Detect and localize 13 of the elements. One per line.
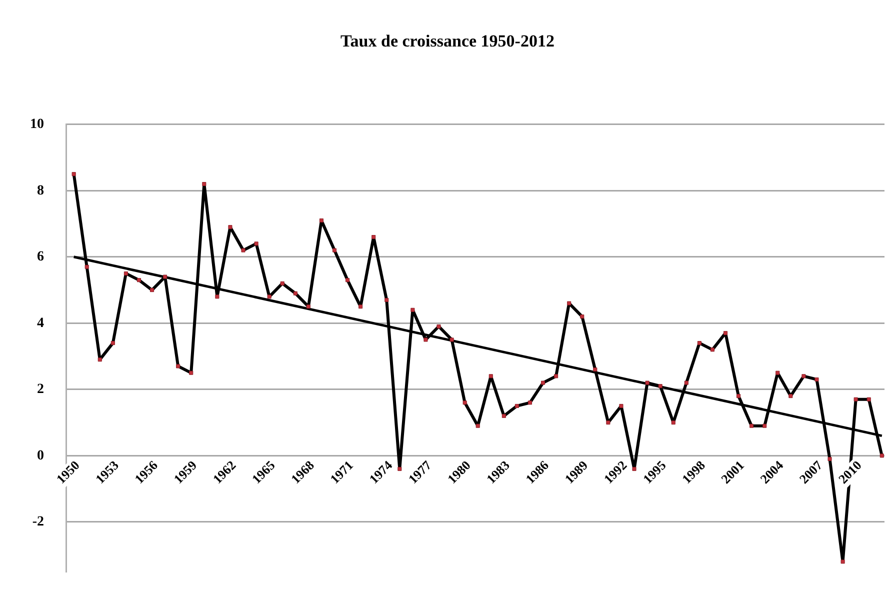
y-tick-label: 0 — [37, 448, 44, 464]
y-tick-label: 4 — [37, 316, 44, 331]
y-tick-label: 10 — [30, 117, 44, 132]
y-tick-label: 8 — [37, 183, 44, 198]
x-tick-label: 1971 — [327, 458, 356, 487]
x-tick-label: 1950 — [53, 458, 82, 487]
y-tick-label: -2 — [32, 514, 44, 530]
x-tick-label: 1980 — [444, 458, 474, 487]
y-tick-label: 2 — [37, 382, 44, 398]
x-tick-label: 1989 — [562, 457, 591, 487]
chart-title: Taux de croissance 1950-2012 — [340, 32, 554, 51]
y-tick-label: 6 — [37, 250, 44, 265]
x-tick-label: 1959 — [170, 457, 200, 487]
